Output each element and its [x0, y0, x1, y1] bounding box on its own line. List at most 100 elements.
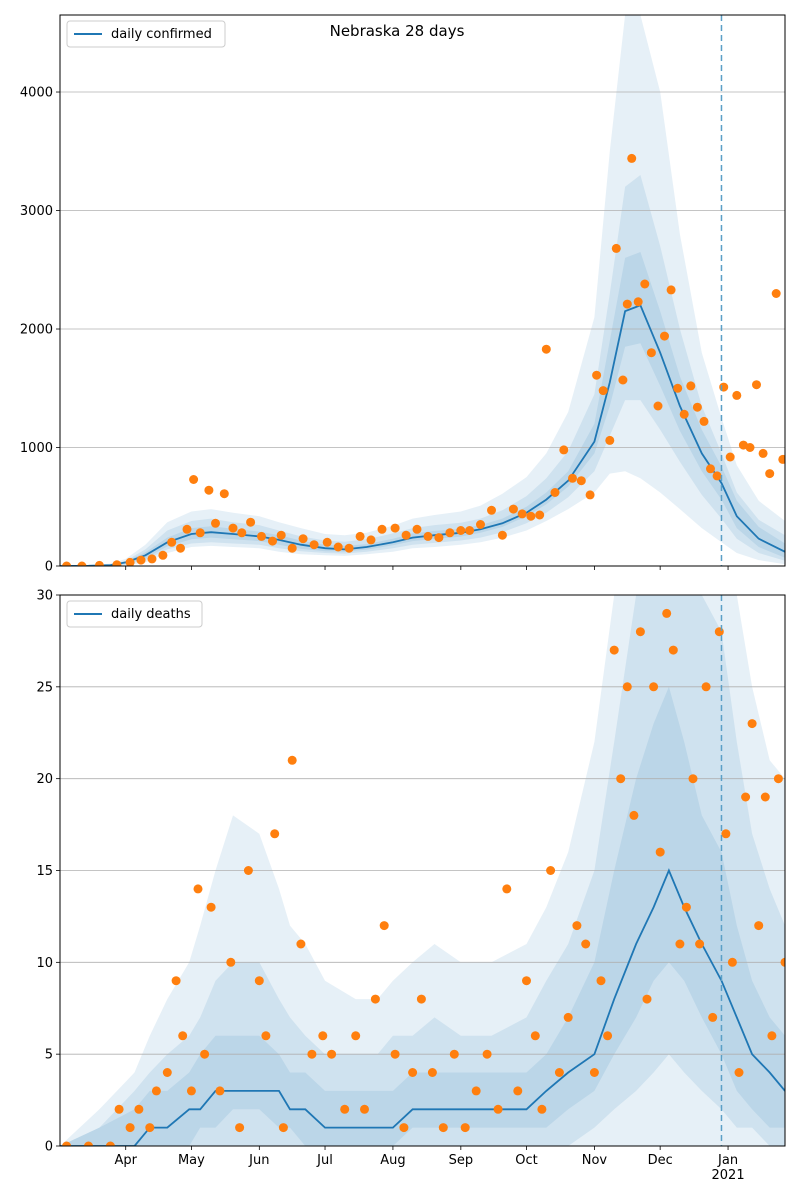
data-point [298, 534, 308, 544]
data-point [268, 536, 277, 546]
data-point [318, 1031, 328, 1041]
data-point [151, 1086, 161, 1096]
data-point [727, 957, 737, 967]
x-tick-label: Apr [114, 1153, 137, 1168]
data-point [675, 939, 685, 949]
data-point [219, 489, 229, 499]
data-point [112, 560, 122, 566]
data-point [695, 939, 705, 949]
data-point [105, 1141, 115, 1146]
data-point [732, 390, 742, 400]
data-point [530, 1031, 540, 1041]
data-point [688, 774, 698, 784]
data-point [351, 1031, 361, 1041]
data-point [719, 382, 729, 392]
data-point [427, 1068, 437, 1077]
y-tick-label: 3000 [20, 204, 53, 219]
deaths-panel: 0 5 10 15 20 25 30 Apr May Jun Jul Aug Sep Oct Nov Dec… [36, 589, 786, 1183]
x-tick-label: Jan [717, 1153, 738, 1168]
data-point [379, 921, 389, 931]
data-point [476, 520, 485, 529]
data-point [526, 511, 536, 521]
data-point [522, 976, 531, 986]
data-point [276, 530, 286, 540]
data-point [598, 386, 608, 396]
data-point [307, 1049, 317, 1059]
y-tick-label: 0 [45, 1140, 53, 1155]
data-point [714, 627, 724, 637]
data-point [200, 1049, 210, 1059]
deaths-legend: daily deaths [66, 600, 203, 628]
data-point [708, 1012, 718, 1022]
x-tick-label: Sep [449, 1153, 474, 1168]
data-point [576, 476, 586, 486]
deaths-uncertainty-bands [60, 595, 785, 1146]
data-point [309, 540, 319, 550]
data-point [237, 528, 247, 538]
data-point [136, 555, 146, 565]
confirmed-points [62, 153, 785, 566]
data-point [449, 1049, 459, 1059]
data-point [622, 299, 632, 309]
x-tick-label: Oct [515, 1153, 537, 1168]
data-point [747, 719, 757, 729]
data-point [162, 1068, 172, 1077]
uncertainty-band-3 [60, 686, 785, 1146]
y-tick-label: 25 [36, 680, 53, 695]
data-point [778, 454, 785, 464]
data-point [182, 524, 192, 534]
data-point [158, 550, 168, 560]
data-point [438, 1123, 448, 1133]
data-point [243, 866, 253, 875]
data-point [660, 331, 669, 341]
data-point [94, 560, 104, 566]
series-line [60, 868, 785, 1146]
data-point [287, 755, 297, 765]
confirmed-line-group [60, 304, 785, 566]
data-point [550, 488, 560, 497]
data-point [537, 1104, 547, 1114]
confirmed-panel: 0 1000 2000 3000 4000 Nebraska 28 days daily… [20, 14, 786, 575]
data-point [603, 1031, 613, 1041]
data-point [125, 1123, 135, 1133]
data-point [204, 485, 214, 495]
data-point [642, 994, 652, 1004]
data-point [572, 921, 582, 931]
data-point [692, 402, 702, 412]
data-point [333, 542, 343, 552]
chart-title: Nebraska 28 days [330, 22, 465, 40]
data-point [482, 1049, 492, 1059]
data-point [167, 537, 177, 547]
data-point [502, 884, 512, 894]
x-tick-label: Nov [582, 1153, 608, 1168]
data-point [211, 518, 220, 528]
data-point [261, 1031, 271, 1041]
data-point [360, 1104, 369, 1114]
data-point [445, 528, 455, 538]
legend-label-confirmed: daily confirmed [111, 27, 212, 42]
data-point [401, 530, 411, 540]
data-point [585, 490, 595, 500]
uncertainty-band-1 [60, 15, 785, 566]
x-tick-label: Dec [648, 1153, 673, 1168]
y-tick-label: 10 [36, 956, 53, 971]
data-point [399, 1123, 409, 1133]
data-point [460, 1123, 470, 1133]
data-point [456, 526, 466, 535]
data-point [344, 543, 354, 553]
data-point [754, 921, 764, 931]
uncertainty-band-2 [60, 175, 785, 566]
x-tick-label: 2021 [712, 1168, 745, 1183]
data-point [618, 375, 628, 385]
data-point [254, 976, 264, 986]
data-point [712, 471, 722, 481]
data-point [559, 445, 569, 455]
data-point [760, 792, 770, 802]
data-point [377, 524, 387, 534]
data-point [412, 524, 422, 534]
data-point [62, 561, 72, 566]
data-point [666, 285, 676, 295]
data-point [62, 1141, 72, 1146]
